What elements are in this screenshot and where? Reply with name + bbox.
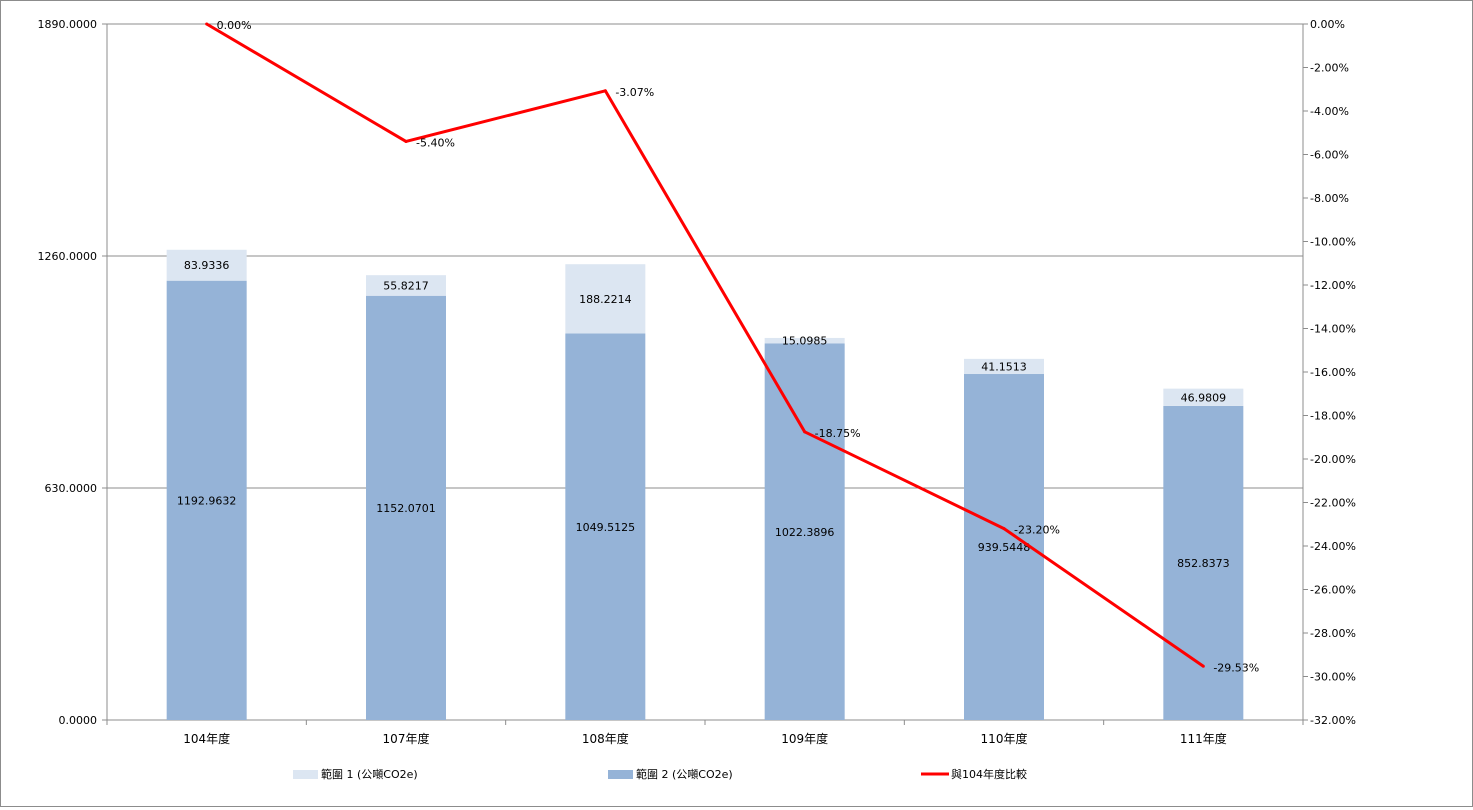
legend-label: 範圍 2 (公噸CO2e) [636,767,733,781]
x-tick-label: 111年度 [1180,731,1227,746]
y-left-tick-label: 1260.0000 [38,250,98,263]
y-right-tick-label: -12.00% [1310,279,1356,292]
y-right-tick-label: -2.00% [1310,62,1349,75]
y-right-tick-label: -32.00% [1310,714,1356,727]
y-left-tick-label: 0.0000 [59,714,98,727]
y-right-tick-label: -16.00% [1310,366,1356,379]
y-right-tick-label: -24.00% [1310,540,1356,553]
line-point [1201,664,1205,668]
data-label-scope2: 1152.0701 [376,502,436,515]
data-label-scope1: 83.9336 [184,259,230,272]
data-label-scope1: 41.1513 [981,360,1027,373]
bar-scope2 [166,280,247,720]
bar-scope2 [565,333,646,720]
y-right-tick-label: 0.00% [1310,18,1345,31]
data-label-comparison: -23.20% [1014,524,1060,537]
bar-scope2 [764,343,845,720]
y-right-tick-label: -8.00% [1310,192,1349,205]
data-label-comparison: -18.75% [815,427,861,440]
bar-scope1 [964,358,1044,375]
y-right-tick-label: -20.00% [1310,453,1356,466]
x-tick-label: 110年度 [981,731,1028,746]
data-label-scope1: 188.2214 [579,293,632,306]
data-label-scope2: 1049.5125 [576,521,636,534]
y-right-tick-label: -28.00% [1310,627,1356,640]
y-right-tick-label: -18.00% [1310,410,1356,423]
data-label-scope2: 1022.3896 [775,526,835,539]
bar-scope1 [565,264,646,334]
data-label-comparison: 0.00% [217,19,252,32]
legend-swatch [293,770,318,779]
bar-scope1 [764,337,845,344]
legend-label: 範圍 1 (公噸CO2e) [321,767,418,781]
x-tick-label: 108年度 [582,731,629,746]
bar-scope1 [166,249,247,281]
legend-label: 與104年度比較 [951,767,1027,781]
line-point [1002,527,1006,531]
data-label-scope1: 55.8217 [383,279,429,292]
y-right-tick-label: -14.00% [1310,323,1356,336]
bar-scope1 [366,275,446,296]
line-point [205,22,209,26]
y-right-tick-label: -6.00% [1310,149,1349,162]
data-label-scope1: 15.0985 [782,335,828,348]
bar-scope1 [1163,388,1244,406]
y-right-tick-label: -4.00% [1310,105,1349,118]
y-left-tick-label: 630.0000 [45,482,98,495]
x-tick-label: 107年度 [383,731,430,746]
line-point [404,139,408,143]
y-right-tick-label: -26.00% [1310,584,1356,597]
data-label-comparison: -3.07% [615,86,654,99]
data-label-comparison: -29.53% [1213,661,1259,674]
data-label-scope2: 939.5448 [978,541,1031,554]
x-tick-label: 109年度 [781,731,828,746]
line-point [603,89,607,93]
y-right-tick-label: -10.00% [1310,236,1356,249]
data-label-scope2: 1192.9632 [177,494,237,507]
y-right-tick-label: -30.00% [1310,671,1356,684]
y-right-tick-label: -22.00% [1310,497,1356,510]
bar-scope2 [366,295,446,720]
data-label-comparison: -5.40% [416,136,455,149]
y-left-tick-label: 1890.0000 [38,18,98,31]
legend-swatch [608,770,633,779]
line-series-comparison [205,22,1205,668]
x-tick-label: 104年度 [183,731,230,746]
data-label-scope2: 852.8373 [1177,557,1230,570]
data-label-scope1: 46.9809 [1181,391,1227,404]
line-point [803,430,807,434]
